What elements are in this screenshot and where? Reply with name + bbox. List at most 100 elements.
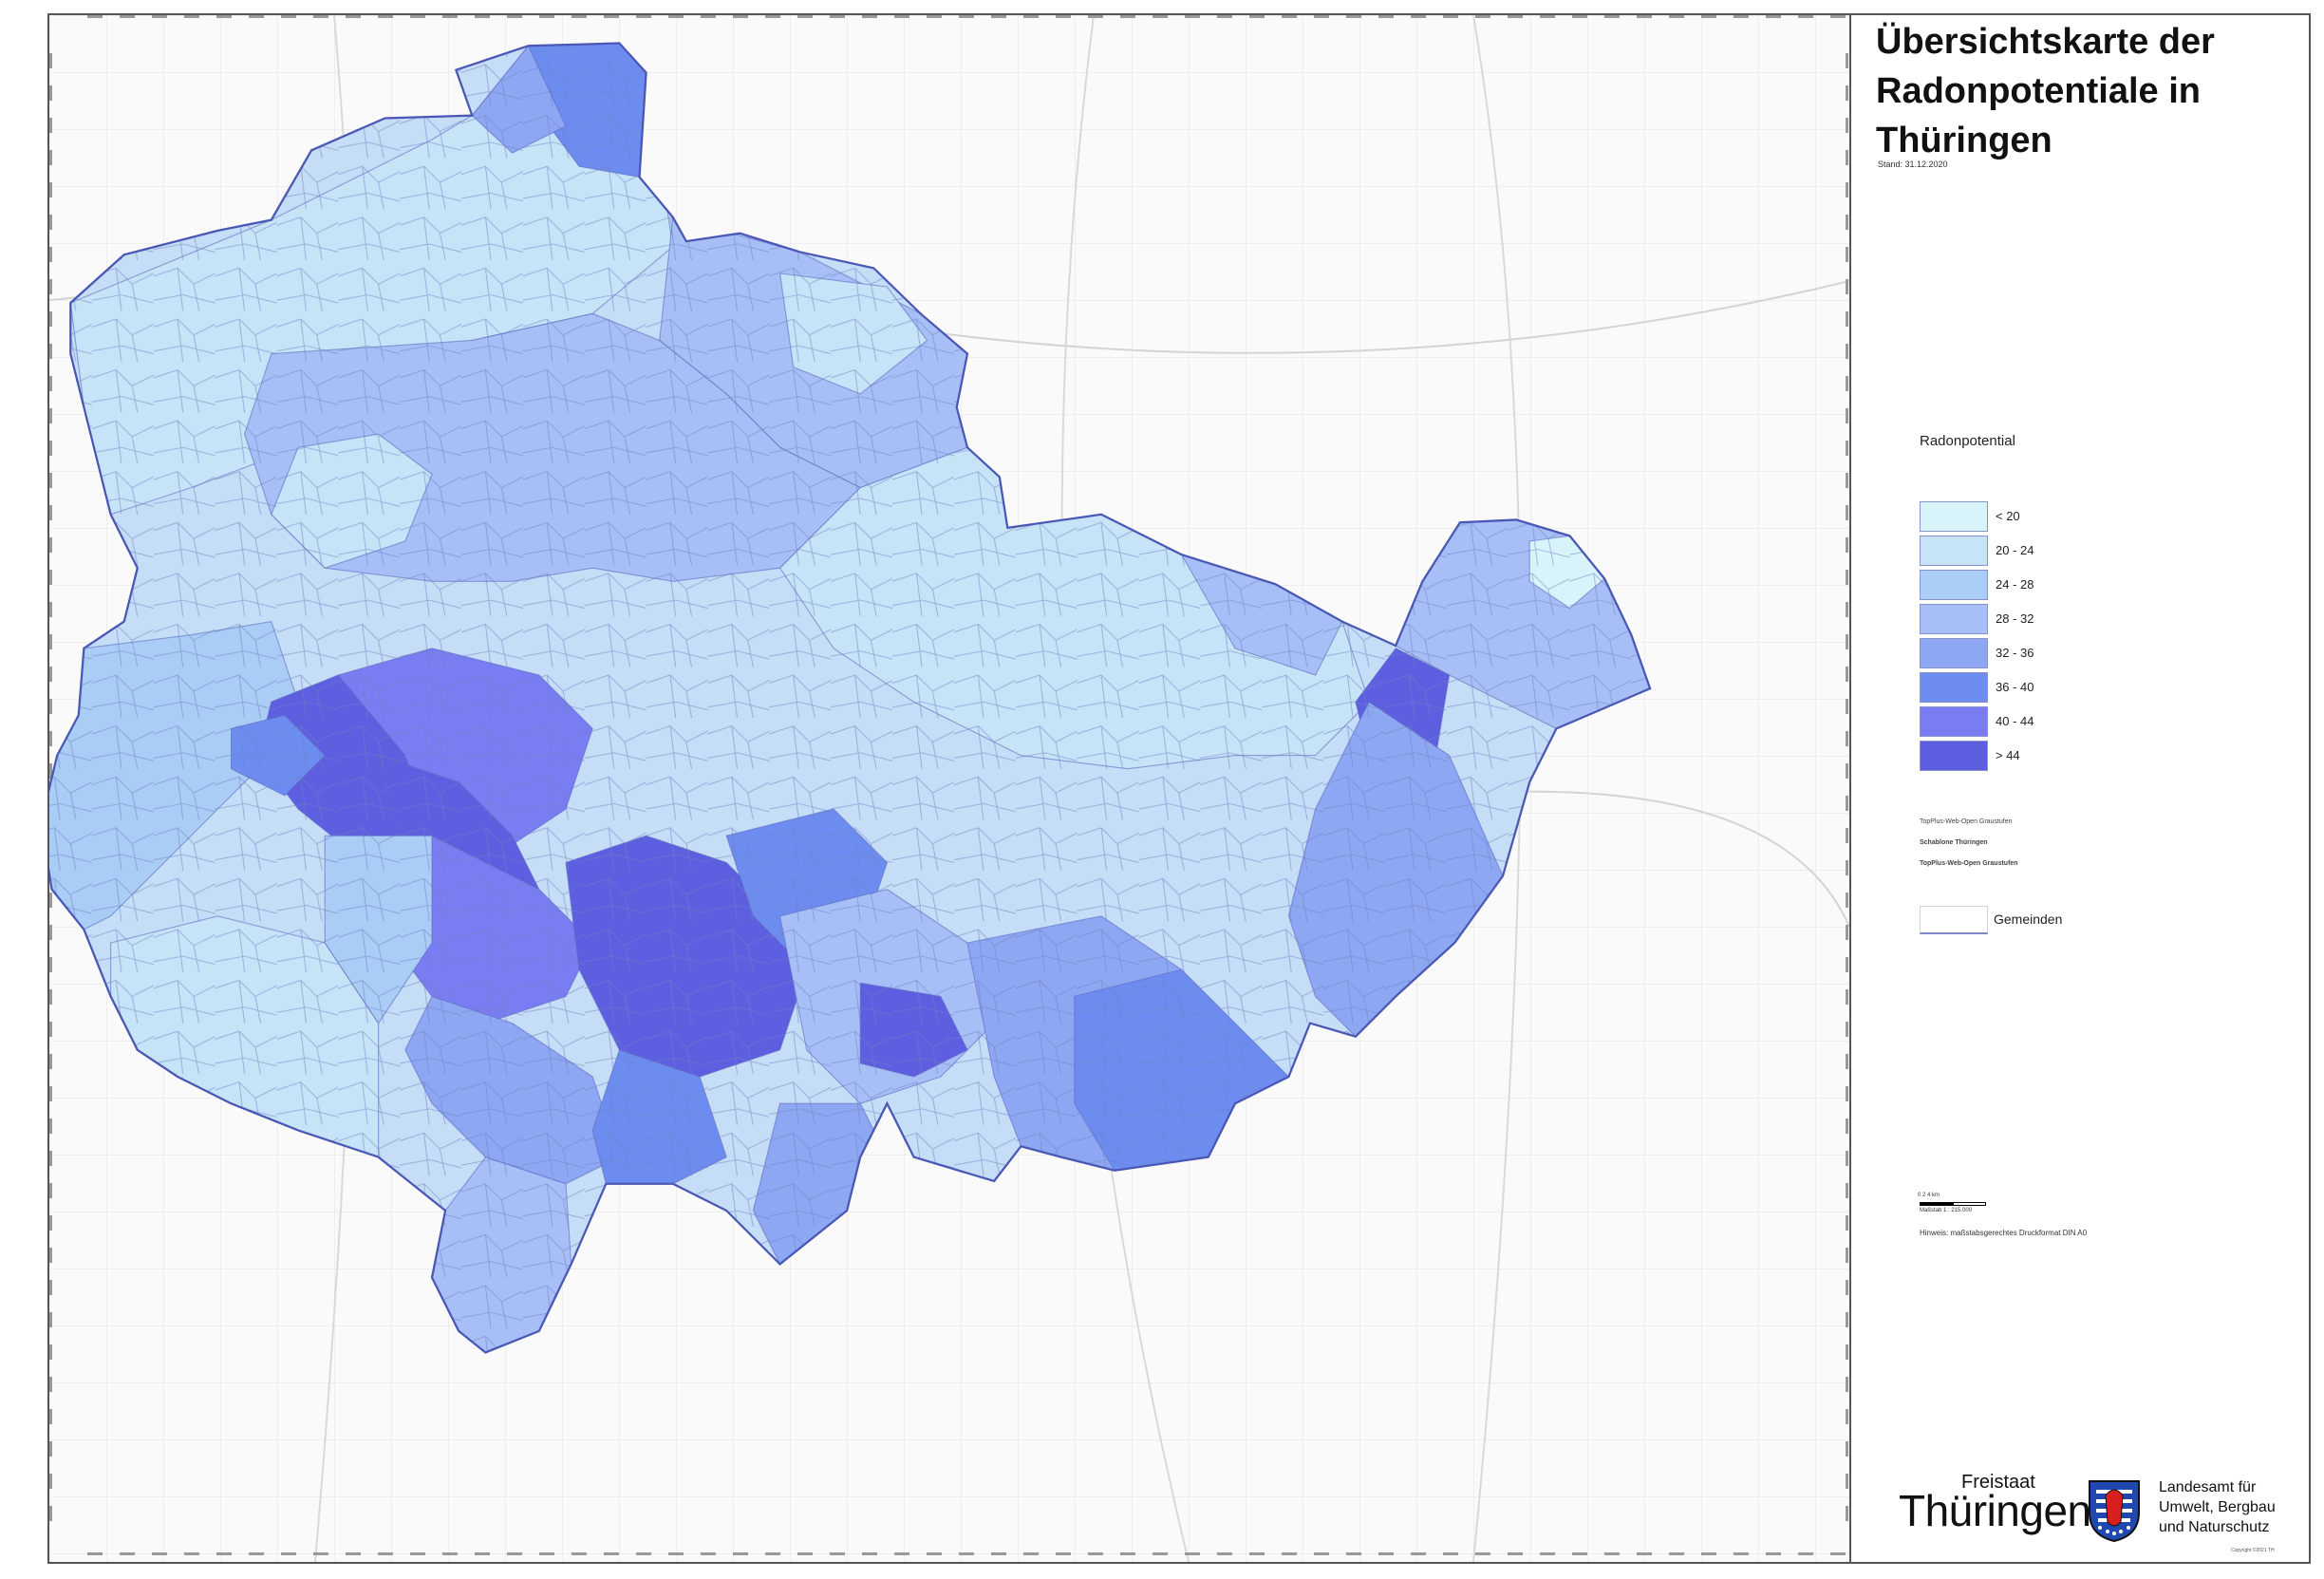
stand-date: Stand: 31.12.2020 [1878, 160, 1948, 169]
frame-tick [184, 15, 199, 18]
frame-tick [1637, 1552, 1652, 1555]
frame-tick [281, 15, 296, 18]
frame-tick [313, 15, 328, 18]
frame-tick [1830, 1552, 1846, 1555]
frame-tick [1846, 1086, 1848, 1101]
gemeinden-label: Gemeinden [1994, 912, 2063, 927]
frame-tick [1846, 1183, 1848, 1198]
frame-tick [1798, 15, 1813, 18]
frame-tick [733, 15, 748, 18]
frame-tick [249, 15, 264, 18]
print-hint: Hinweis: maßstabsgerechtes Druckformat D… [1920, 1229, 2088, 1237]
frame-tick [1846, 1312, 1848, 1327]
agency-name: Landesamt für Umwelt, Bergbau und Naturs… [2159, 1477, 2301, 1537]
legend-item: 36 - 40 [1920, 672, 2204, 703]
frame-tick [1637, 15, 1652, 18]
frame-tick [49, 1377, 52, 1392]
frame-tick [1830, 15, 1846, 18]
frame-tick [49, 1022, 52, 1037]
frame-tick [49, 215, 52, 230]
frame-tick [49, 1215, 52, 1231]
frame-tick [1217, 1552, 1232, 1555]
frame-tick [49, 989, 52, 1005]
frame-tick [604, 15, 619, 18]
frame-tick [1846, 441, 1848, 456]
legend-label: 20 - 24 [1996, 543, 2034, 557]
frame-tick [862, 1552, 877, 1555]
frame-tick [701, 15, 716, 18]
legend-swatch [1920, 604, 1988, 634]
legend-item: 40 - 44 [1920, 706, 2204, 737]
frame-tick [1846, 1248, 1848, 1263]
frame-tick [1846, 150, 1848, 165]
frame-tick [1701, 15, 1716, 18]
frame-tick [1846, 893, 1848, 908]
frame-tick [1846, 53, 1848, 68]
map-canvas[interactable] [47, 13, 1851, 1564]
frame-tick [1701, 1552, 1716, 1555]
frame-tick [120, 15, 135, 18]
legend-label: 28 - 32 [1996, 611, 2034, 626]
frame-tick [1023, 15, 1039, 18]
basemap-note: TopPlus-Web-Open Graustufen [1920, 818, 2013, 825]
frame-tick [894, 1552, 909, 1555]
frame-tick [1846, 118, 1848, 133]
frame-tick [1846, 1409, 1848, 1424]
legend-swatch [1920, 638, 1988, 668]
frame-tick [49, 1312, 52, 1327]
frame-tick [49, 505, 52, 520]
frame-tick [797, 1552, 813, 1555]
frame-tick [346, 1552, 361, 1555]
frame-tick [1378, 15, 1394, 18]
frame-tick [49, 893, 52, 908]
frame-tick [636, 15, 651, 18]
frame-tick [49, 441, 52, 456]
frame-tick [1669, 1552, 1684, 1555]
frame-tick [1846, 634, 1848, 649]
frame-tick [1846, 602, 1848, 617]
frame-tick [49, 1118, 52, 1134]
frame-tick [1734, 15, 1749, 18]
scale-text: Maßstab 1 : 215.000 [1920, 1208, 1973, 1213]
legend-label: 40 - 44 [1996, 714, 2034, 728]
frame-tick [1846, 570, 1848, 585]
frame-tick [1846, 1474, 1848, 1489]
frame-tick [1846, 667, 1848, 682]
frame-tick [1572, 15, 1587, 18]
frame-tick [1088, 15, 1103, 18]
frame-tick [1846, 828, 1848, 843]
legend-label: < 20 [1996, 509, 2020, 523]
legend-item: 28 - 32 [1920, 604, 2204, 634]
agency-line-2: Umwelt, Bergbau [2159, 1499, 2276, 1515]
frame-tick [1846, 279, 1848, 294]
frame-tick [49, 1151, 52, 1166]
frame-tick [1378, 1552, 1394, 1555]
frame-tick [1846, 473, 1848, 488]
frame-tick [49, 1054, 52, 1069]
frame-tick [49, 1183, 52, 1198]
frame-tick [313, 1552, 328, 1555]
frame-tick [1846, 182, 1848, 197]
legend-swatch [1920, 672, 1988, 703]
thuringia-coat-of-arms-icon [2089, 1480, 2140, 1543]
frame-tick [49, 376, 52, 391]
frame-tick [636, 1552, 651, 1555]
frame-tick [49, 1280, 52, 1295]
frame-tick [410, 15, 425, 18]
frame-tick [1604, 1552, 1620, 1555]
frame-tick [49, 85, 52, 101]
legend-swatch [1920, 570, 1988, 600]
frame-tick [410, 1552, 425, 1555]
frame-tick [668, 1552, 684, 1555]
frame-tick [1217, 15, 1232, 18]
radon-map[interactable] [49, 15, 1849, 1562]
frame-tick [1846, 85, 1848, 101]
frame-tick [475, 1552, 490, 1555]
logo-thueringen: Thüringen [1899, 1486, 2091, 1535]
frame-tick [1846, 311, 1848, 327]
legend-item: 32 - 36 [1920, 638, 2204, 668]
sidebar-panel: Übersichtskarte der Radonpotentiale in T… [1851, 13, 2311, 1564]
frame-tick [959, 15, 974, 18]
frame-tick [87, 1552, 103, 1555]
frame-tick [1604, 15, 1620, 18]
